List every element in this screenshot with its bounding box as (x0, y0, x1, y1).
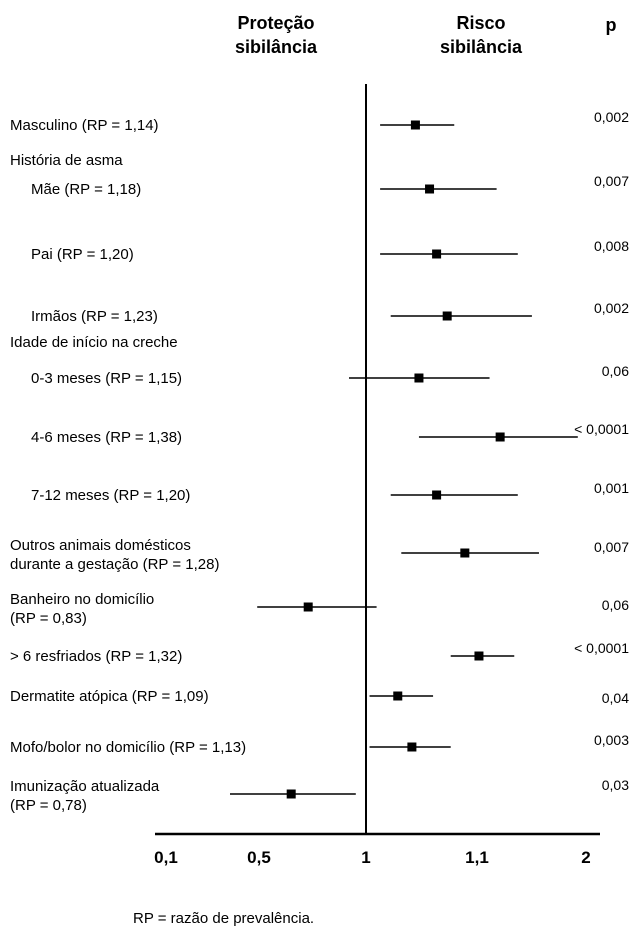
x-tick-label: 1,1 (465, 848, 489, 867)
x-tick-label: 2 (581, 848, 590, 867)
group-header: Idade de início na creche (10, 334, 178, 351)
row-label: Irmãos (RP = 1,23) (31, 308, 158, 325)
x-tick-label: 1 (361, 848, 370, 867)
point-estimate (474, 651, 484, 661)
row-label: 0-3 meses (RP = 1,15) (31, 370, 182, 387)
row-label: Mofo/bolor no domicílio (RP = 1,13) (10, 739, 246, 756)
row-label: (RP = 0,83) (10, 610, 87, 627)
point-estimate (495, 432, 505, 442)
p-value: 0,03 (602, 777, 629, 793)
header-risk-line: sibilância (440, 37, 523, 57)
p-value: < 0,0001 (574, 640, 629, 656)
point-estimate (407, 742, 417, 752)
point-estimate (442, 311, 452, 321)
row-label: > 6 resfriados (RP = 1,32) (10, 648, 182, 665)
point-estimate (286, 789, 296, 799)
header-p: p (606, 15, 617, 35)
point-estimate (432, 249, 442, 259)
header-protection-line: sibilância (235, 37, 318, 57)
row-label: Banheiro no domicílio (10, 591, 154, 608)
x-tick-label: 0,5 (247, 848, 271, 867)
row-label: durante a gestação (RP = 1,28) (10, 556, 219, 573)
p-value: 0,04 (602, 690, 629, 706)
p-value: 0,007 (594, 539, 629, 555)
row-label: Outros animais domésticos (10, 537, 191, 554)
point-estimate (393, 691, 403, 701)
row-label: Imunização atualizada (10, 778, 160, 795)
footnote: RP = razão de prevalência. (133, 910, 314, 927)
point-estimate (460, 548, 470, 558)
p-value: 0,007 (594, 173, 629, 189)
p-value: < 0,0001 (574, 421, 629, 437)
forest-rows: Masculino (RP = 1,14) 0,002 História de as… (10, 109, 629, 814)
row-label: Dermatite atópica (RP = 1,09) (10, 688, 209, 705)
row-label: (RP = 0,78) (10, 797, 87, 814)
p-value: 0,06 (602, 363, 629, 379)
header-protection-line: Proteção (237, 13, 314, 33)
p-value: 0,002 (594, 300, 629, 316)
p-value: 0,003 (594, 732, 629, 748)
p-value: 0,008 (594, 238, 629, 254)
row-label: Pai (RP = 1,20) (31, 246, 134, 263)
point-estimate (414, 373, 424, 383)
point-estimate (432, 490, 442, 500)
group-header: História de asma (10, 152, 123, 169)
p-value: 0,002 (594, 109, 629, 125)
x-axis: 0,1 0,5 1 1,1 2 (154, 84, 600, 867)
column-headers: Proteção sibilância Risco sibilância p (235, 13, 617, 57)
row-label: Mãe (RP = 1,18) (31, 181, 141, 198)
x-tick-label: 0,1 (154, 848, 178, 867)
point-estimate (425, 184, 435, 194)
p-value: 0,06 (602, 597, 629, 613)
point-estimate (410, 120, 420, 130)
point-estimate (303, 602, 313, 612)
p-value: 0,001 (594, 480, 629, 496)
row-label: 4-6 meses (RP = 1,38) (31, 429, 182, 446)
row-label: Masculino (RP = 1,14) (10, 117, 159, 134)
header-risk-line: Risco (456, 13, 505, 33)
row-label: 7-12 meses (RP = 1,20) (31, 487, 190, 504)
